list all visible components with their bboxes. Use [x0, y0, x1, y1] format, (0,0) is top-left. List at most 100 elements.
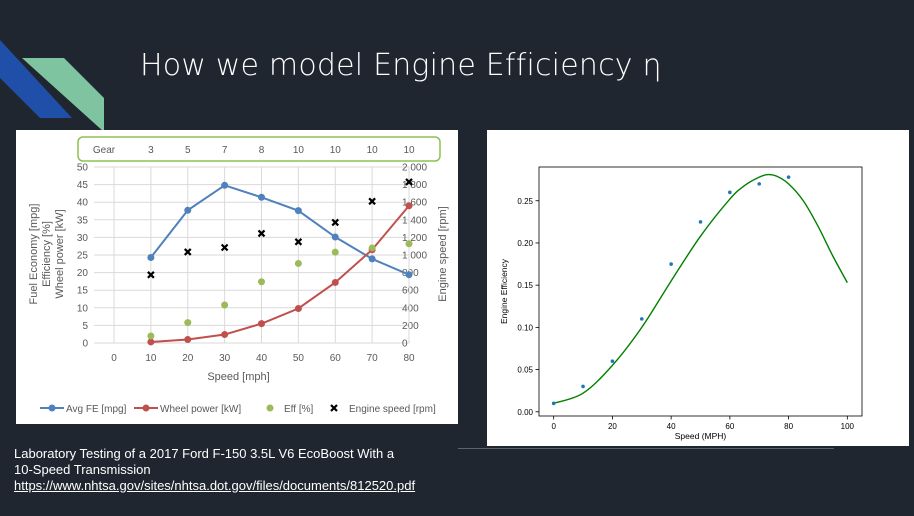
data-point-x-marker: [257, 229, 266, 238]
legend-entry: Engine speed [rpm]: [349, 404, 436, 415]
y-tick-right: 600: [402, 286, 419, 297]
y-tick-right: 0: [402, 339, 408, 350]
data-point: [147, 253, 155, 261]
x-axis-label: Speed [mph]: [207, 371, 269, 383]
gear-value: 7: [222, 145, 228, 156]
decorative-chevron-shapes: [0, 40, 104, 132]
x-tick: 10: [145, 353, 157, 364]
data-point: [786, 175, 791, 179]
source-caption: Laboratory Testing of a 2017 Ford F-150 …: [14, 446, 415, 494]
divider-line: [458, 448, 834, 449]
x-axis-label: Speed (MPH): [675, 431, 727, 441]
data-point: [698, 220, 703, 224]
data-point: [221, 181, 229, 189]
data-point: [368, 244, 376, 252]
x-tick: 80: [784, 422, 793, 431]
x-tick: 20: [182, 353, 194, 364]
source-link[interactable]: https://www.nhtsa.gov/sites/nhtsa.dot.go…: [14, 478, 416, 493]
gear-label: Gear: [93, 145, 116, 156]
data-point: [639, 317, 644, 321]
data-point: [551, 401, 556, 406]
plot-frame: [538, 166, 863, 417]
data-point: [757, 182, 762, 186]
data-point: [258, 320, 265, 328]
y-axis-label: Engine Efficiency: [499, 258, 509, 324]
data-point: [728, 190, 732, 195]
green-chevron-shape: [22, 58, 104, 132]
y-tick-left: 20: [77, 268, 89, 279]
y-axis-label-left: Efficiency [%]: [41, 221, 53, 287]
x-tick: 60: [725, 422, 734, 431]
y-tick-right: 400: [402, 303, 419, 314]
y-tick: 0.25: [517, 197, 533, 206]
y-tick: 0.20: [517, 239, 533, 248]
legend-swatch-marker: [142, 404, 150, 412]
data-point: [258, 278, 265, 286]
y-tick-left: 30: [77, 233, 89, 244]
data-point: [184, 319, 192, 327]
y-tick-right: 200: [402, 321, 419, 332]
x-tick: 20: [608, 422, 617, 431]
legend-swatch-marker: [48, 404, 56, 412]
legend-swatch-marker: [330, 404, 338, 412]
y-tick-right: 1,000: [402, 251, 427, 262]
x-tick: 100: [841, 422, 855, 431]
gear-value: 10: [330, 145, 342, 156]
fuel-economy-chart-panel: Gear 3 5 7 8 10 10 10 10 0 5 10 15 20 25 30 35 40 45 50 0 200…: [16, 130, 458, 424]
data-point-x-marker: [405, 178, 413, 186]
y-tick: 0.05: [517, 366, 533, 375]
legend-entry: Eff [%]: [284, 404, 313, 415]
data-point: [221, 331, 229, 339]
y-tick-right: 1,600: [402, 198, 427, 209]
data-point: [610, 359, 615, 363]
x-tick: 80: [403, 353, 415, 364]
data-point: [405, 271, 413, 279]
gear-value: 5: [185, 145, 191, 156]
engine-efficiency-chart: 0 20 40 60 80 100 0.00 0.05 0.10 0.15 0.20 0.25 Spee…: [499, 166, 863, 441]
data-point: [331, 233, 339, 241]
y-tick-left: 35: [77, 215, 89, 226]
data-point-x-marker: [183, 248, 192, 256]
x-tick: 60: [330, 353, 342, 364]
data-point: [147, 332, 155, 340]
x-tick: 0: [111, 353, 117, 364]
gear-value: 10: [367, 145, 379, 156]
data-point-x-marker: [220, 243, 229, 252]
gear-box: [77, 136, 441, 162]
data-point: [258, 193, 265, 201]
y-tick-left: 40: [77, 198, 89, 209]
legend-entry: Wheel power [kW]: [160, 404, 241, 415]
caption-line-2: 10-Speed Transmission: [14, 462, 151, 477]
y-tick-left: 15: [77, 286, 89, 297]
data-point: [221, 301, 229, 309]
data-point-x-marker: [331, 218, 340, 227]
engine-efficiency-chart-panel: 0 20 40 60 80 100 0.00 0.05 0.10 0.15 0.20 0.25 Spee…: [487, 130, 909, 446]
data-point: [294, 259, 302, 267]
data-point: [331, 278, 339, 286]
data-point-x-marker: [294, 238, 303, 246]
gear-value: 10: [293, 145, 305, 156]
data-point: [368, 255, 376, 263]
data-point: [147, 338, 155, 346]
x-tick: 0: [551, 422, 556, 431]
data-point: [331, 248, 339, 256]
slide-title: How we model Engine Efficiency η: [140, 48, 662, 83]
data-point: [294, 207, 302, 215]
y-tick-left: 0: [82, 339, 88, 350]
series-line: [150, 205, 410, 343]
x-tick: 40: [667, 422, 676, 431]
gear-value: 8: [259, 145, 265, 156]
data-point-x-marker: [147, 271, 155, 279]
caption-line-1: Laboratory Testing of a 2017 Ford F-150 …: [14, 446, 395, 461]
y-axis-label-left: Fuel Economy [mpg]: [28, 204, 40, 305]
data-point: [669, 262, 673, 266]
legend-entry: Avg FE [mpg]: [66, 404, 127, 415]
y-tick-right: 1,800: [402, 180, 427, 191]
fuel-economy-chart: Gear 3 5 7 8 10 10 10 10051015202530354045500200…: [28, 136, 449, 415]
x-tick: 50: [293, 353, 305, 364]
data-point: [184, 206, 192, 214]
y-tick-right: 2,000: [402, 163, 427, 174]
data-point: [581, 384, 585, 389]
gear-value: 10: [403, 145, 415, 156]
